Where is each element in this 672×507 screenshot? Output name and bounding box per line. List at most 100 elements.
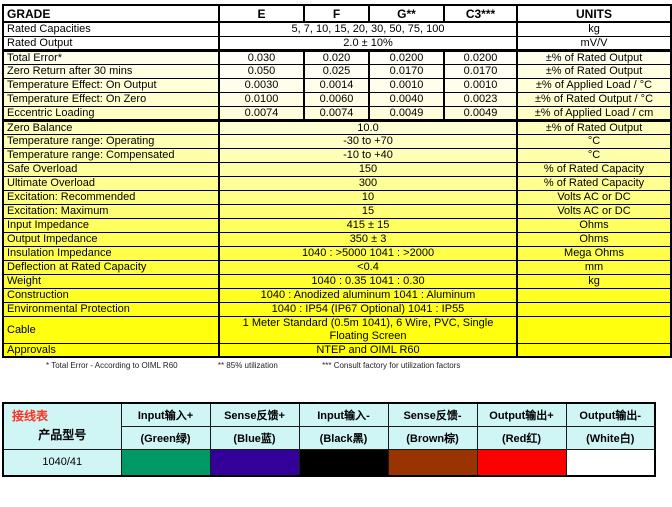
table-row: Construction 1040 : Anodized aluminum 104…	[2, 287, 672, 303]
unit-cell	[516, 301, 672, 317]
table-row: Zero Return after 30 mins 0.050 0.025 0.017…	[2, 63, 672, 79]
row-label-cell: Output Impedance	[2, 231, 220, 247]
row-label-cell: Insulation Impedance	[2, 245, 220, 261]
unit-cell: ±% of Rated Output / °C	[516, 91, 672, 107]
unit-cell: °C	[516, 147, 672, 163]
wiring-corner-cell: 接线表 产品型号	[2, 402, 122, 450]
value-cell: 0.0049	[368, 105, 445, 122]
wire-color-name: (Green绿)	[120, 425, 211, 450]
table-row: Weight 1040 : 0.35 1041 : 0.30 kg	[2, 273, 672, 289]
units-column-header: UNITS	[516, 4, 672, 23]
value-cell: 1040 : IP54 (IP67 Optional) 1041 : IP55	[218, 301, 518, 317]
value-cell: 0.020	[303, 49, 370, 65]
table-row: Rated Output 2.0 ± 10% mV/V	[2, 35, 672, 52]
table-row: Deflection at Rated Capacity <0.4 mm	[2, 259, 672, 275]
footnotes: * Total Error - According to OIML R60 **…	[46, 361, 672, 370]
table-row: Ultimate Overload 300% of Rated Capacity	[2, 175, 672, 191]
unit-cell: % of Rated Capacity	[516, 175, 672, 191]
column-header-f: F	[303, 4, 370, 23]
value-cell: 0.0023	[443, 91, 518, 107]
row-label-cell: Temperature Effect: On Output	[2, 77, 220, 93]
value-cell: 5, 7, 10, 15, 20, 30, 50, 75, 100	[218, 21, 518, 37]
unit-cell: ±% of Rated Output	[516, 63, 672, 79]
value-cell: 1040 : >5000 1041 : >2000	[218, 245, 518, 261]
row-label-cell: Environmental Protection	[2, 301, 220, 317]
model-number: 1040/41	[2, 448, 122, 477]
value-cell: NTEP and OIML R60	[218, 342, 518, 358]
table-row: Excitation: Recommended 10 Volts AC or DC	[2, 189, 672, 205]
value-cell: 0.0030	[218, 77, 305, 93]
unit-cell	[516, 342, 672, 358]
value-cell: -30 to +70	[218, 133, 518, 149]
signal-header: Input输入-	[298, 402, 389, 427]
value-cell: 1040 : Anodized aluminum 1041 : Aluminum	[218, 287, 518, 303]
column-header-c3: C3***	[443, 4, 518, 23]
unit-cell: ±% of Applied Load / cm	[516, 105, 672, 122]
table-row: Environmental Protection 1040 : IP54 (IP6…	[2, 301, 672, 317]
wire-swatch-blue	[209, 448, 300, 477]
unit-cell: Volts AC or DC	[516, 189, 672, 205]
row-label-cell: Safe Overload	[2, 161, 220, 177]
unit-cell: Volts AC or DC	[516, 203, 672, 219]
row-label-cell: Zero Balance	[2, 119, 220, 135]
unit-cell: kg	[516, 273, 672, 289]
value-cell: 0.0060	[303, 91, 370, 107]
value-cell: 415 ± 15	[218, 217, 518, 233]
unit-cell: mm	[516, 259, 672, 275]
column-header-g: G**	[368, 4, 445, 23]
value-cell: 0.0010	[368, 77, 445, 93]
table-row: Input Impedance 415 ± 15 Ohms	[2, 217, 672, 233]
row-label-cell: Approvals	[2, 342, 220, 358]
footnote-utilization: ** 85% utilization	[217, 361, 278, 370]
row-label-cell: Excitation: Recommended	[2, 189, 220, 205]
unit-cell: mV/V	[516, 35, 672, 52]
value-cell: 1 Meter Standard (0.5m 1041), 6 Wire, PV…	[218, 315, 518, 344]
row-label-cell: Temperature Effect: On Zero	[2, 91, 220, 107]
column-header-e: E	[218, 4, 305, 23]
wire-swatch-white	[565, 448, 656, 477]
value-cell: 0.0074	[218, 105, 305, 122]
row-label-cell: Construction	[2, 287, 220, 303]
table-row: Safe Overload 150% of Rated Capacity	[2, 161, 672, 177]
row-label-cell: Weight	[2, 273, 220, 289]
unit-cell: % of Rated Capacity	[516, 161, 672, 177]
model-swatch-row: 1040/41	[2, 448, 656, 477]
table-row: Total Error* 0.030 0.020 0.0200 0.0200 ±% of …	[2, 49, 672, 65]
signal-header: Output输出-	[565, 402, 656, 427]
signal-header: Sense反馈-	[387, 402, 478, 427]
value-cell: 0.0100	[218, 91, 305, 107]
value-cell: -10 to +40	[218, 147, 518, 163]
unit-cell: Ohms	[516, 217, 672, 233]
wire-color-name: (White白)	[565, 425, 656, 450]
table-row: Zero Balance 10.0 ±% of Rated Output	[2, 119, 672, 135]
value-cell: 0.0200	[368, 49, 445, 65]
table-row: Eccentric Loading 0.0074 0.0074 0.0049 0.004…	[2, 105, 672, 122]
footnote-total-error: * Total Error - According to OIML R60	[46, 361, 178, 370]
wiring-signal-row: 接线表 产品型号 Input输入+ Sense反馈+ Input输入- Sens…	[2, 402, 656, 450]
wire-color-name: (Red红)	[476, 425, 567, 450]
table-row: Cable 1 Meter Standard (0.5m 1041), 6 Wir…	[2, 315, 672, 344]
table-row: Output Impedance 350 ± 3 Ohms	[2, 231, 672, 247]
wiring-table: 接线表 产品型号 Input输入+ Sense反馈+ Input输入- Sens…	[2, 402, 656, 477]
unit-cell: Ohms	[516, 231, 672, 247]
row-label-cell: Deflection at Rated Capacity	[2, 259, 220, 275]
row-label-cell: Temperature range: Operating	[2, 133, 220, 149]
value-cell: 0.0040	[368, 91, 445, 107]
table-row: Temperature Effect: On Output 0.0030 0.001…	[2, 77, 672, 93]
table-row: Temperature range: Compensated -10 to +40…	[2, 147, 672, 163]
row-label-cell: Ultimate Overload	[2, 175, 220, 191]
value-cell: 10	[218, 189, 518, 205]
unit-cell	[516, 315, 672, 344]
wire-swatch-green	[120, 448, 211, 477]
unit-cell: Mega Ohms	[516, 245, 672, 261]
table-row: Approvals NTEP and OIML R60	[2, 342, 672, 358]
row-label-cell: Temperature range: Compensated	[2, 147, 220, 163]
table-row: Temperature range: Operating -30 to +70 °C	[2, 133, 672, 149]
model-column-label: 产品型号	[38, 428, 87, 442]
signal-header: Output输出+	[476, 402, 567, 427]
wire-color-name-row: (Green绿) (Blue蓝) (Black黑) (Brown棕) (Red红…	[3, 425, 656, 450]
value-cell: 0.030	[218, 49, 305, 65]
row-label-cell: Excitation: Maximum	[2, 203, 220, 219]
value-cell: 2.0 ± 10%	[218, 35, 518, 52]
